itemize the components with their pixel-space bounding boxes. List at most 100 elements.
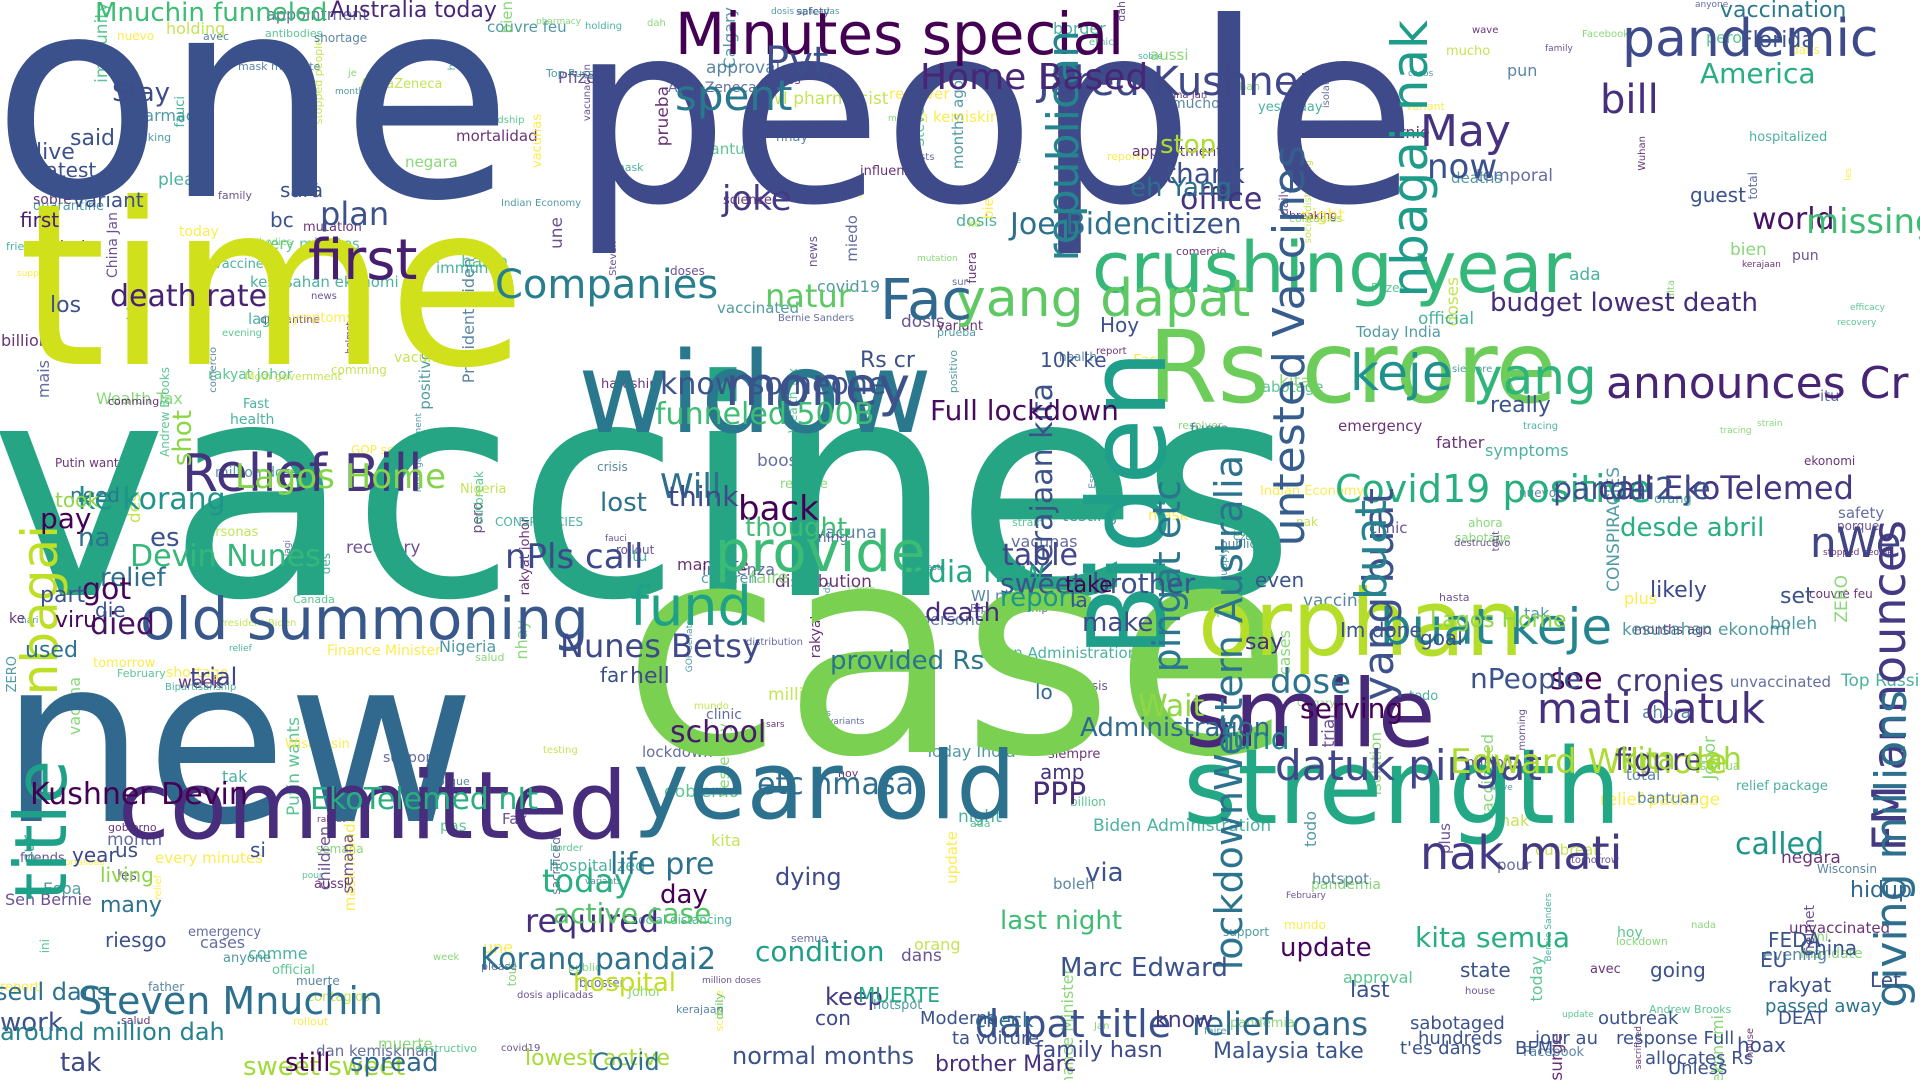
word-hidup: hidup — [1850, 878, 1912, 903]
filler-word: report — [1096, 346, 1127, 357]
filler-word: deaths — [1451, 169, 1503, 187]
word-old-summoning: old summoning — [140, 585, 589, 653]
word-giving-millions: giving millions — [1866, 690, 1917, 1008]
word-nunes-betsy: Nunes Betsy — [560, 627, 761, 665]
word-really: really — [1490, 393, 1551, 418]
filler-word: semua — [1700, 759, 1741, 773]
filler-word: million — [1466, 755, 1513, 771]
filler-word: bantuan — [1637, 789, 1700, 807]
word-say: say — [1245, 630, 1283, 655]
word-america: America — [1700, 57, 1816, 90]
filler-word: Biden Administration — [1093, 816, 1272, 836]
word-guest: guest — [1690, 183, 1746, 207]
filler-word: mucho — [1446, 44, 1491, 59]
filler-word: approval — [1343, 968, 1413, 987]
filler-word: comme — [1180, 589, 1225, 603]
filler-word: February — [117, 667, 166, 680]
filler-word: quarantine — [33, 199, 104, 214]
word-called: called — [1735, 827, 1825, 862]
word-eu: EU — [1760, 948, 1788, 972]
filler-word: antibodies — [265, 27, 323, 40]
filler-word: dans — [1791, 43, 1820, 57]
word-provided-rs: provided Rs — [830, 646, 985, 676]
filler-word: mais — [888, 114, 910, 124]
word-announces-cr: announces Cr — [1606, 358, 1909, 409]
filler-word: border — [1053, 19, 1106, 38]
filler-word: influenza — [860, 164, 920, 179]
word-desde-abril: desde abril — [1620, 513, 1765, 543]
word-strength: strength — [1183, 726, 1622, 848]
filler-word: please — [158, 170, 214, 190]
filler-word: pandemia — [1311, 877, 1381, 893]
filler-word: aussi — [314, 877, 348, 892]
word-brother-marc: brother Marc — [935, 1052, 1077, 1077]
filler-word: months ago — [1634, 623, 1712, 638]
word-covid: Covid — [592, 1048, 660, 1076]
word-active-case: active case — [553, 897, 712, 930]
filler-word: rollout — [293, 1015, 329, 1028]
filler-word: pandemia — [1230, 1016, 1295, 1031]
filler-word: Facebook — [1523, 1045, 1585, 1060]
word-muerte: MUERTE — [858, 983, 940, 1007]
filler-word: efficacy — [822, 186, 865, 199]
filler-word: vaccine — [1303, 591, 1369, 611]
filler-word: dans — [901, 946, 942, 966]
filler-word: children — [701, 571, 758, 587]
filler-word: comercio — [1176, 245, 1227, 258]
filler-word: rollout — [616, 543, 655, 557]
filler-word: Canada — [1233, 528, 1272, 539]
filler-word: Pfizer — [558, 68, 603, 87]
filler-word: dosis — [901, 312, 945, 332]
filler-word: miedo — [43, 238, 96, 258]
word-na: na — [78, 523, 111, 553]
word-amp: amp — [1040, 760, 1085, 784]
filler-word: health — [1059, 350, 1097, 364]
filler-word: je — [348, 68, 357, 79]
word-figure: figure — [1615, 743, 1703, 778]
word-via: via — [1085, 858, 1124, 888]
filler-word: distribution — [746, 637, 803, 648]
word-rs-crore: Rs crore — [1148, 309, 1557, 426]
filler-word: testing — [1062, 506, 1118, 525]
filler-word: night — [1301, 206, 1345, 226]
filler-word: fauci — [605, 534, 627, 544]
filler-word: reporte — [1107, 150, 1148, 163]
word-provide: provide — [715, 520, 926, 585]
word-companies: Companies — [495, 262, 719, 308]
word-home-based: Home Based — [920, 57, 1149, 98]
word-si: si — [250, 838, 266, 862]
filler-word: surge — [996, 156, 1022, 166]
word-china: China — [1800, 936, 1858, 960]
filler-word: Wuhan — [1637, 136, 1648, 171]
word-widow: widow — [578, 329, 932, 459]
word-first: first — [308, 228, 418, 293]
filler-word: Modi government — [245, 370, 342, 383]
word-let: Let — [1870, 968, 1901, 992]
filler-word: Fax — [1216, 605, 1240, 621]
filler-word: Nigeria — [439, 637, 497, 656]
word-hell: hell — [630, 664, 670, 689]
filler-word: booster — [579, 976, 625, 990]
word-family-hasn: family hasn — [1035, 1038, 1163, 1063]
filler-word: pas — [906, 654, 922, 664]
word-hospital: hospital — [573, 968, 677, 998]
word-living: living — [100, 863, 154, 887]
word-took: took — [55, 488, 99, 512]
filler-word: une — [547, 217, 567, 250]
filler-word: science — [723, 193, 772, 208]
filler-word: Canada — [293, 593, 335, 606]
filler-word: boleh — [1770, 614, 1818, 634]
word-take: take — [1065, 573, 1113, 598]
filler-word: anyone — [1695, 0, 1729, 10]
filler-word: vacunación — [394, 350, 474, 366]
filler-word: news — [311, 291, 337, 302]
filler-word: hardship — [481, 115, 525, 126]
word-nak-mati: nak mati — [1420, 826, 1623, 880]
filler-word: dan kemiskinan — [900, 108, 1019, 126]
filler-word: bantuan — [701, 140, 764, 158]
word-spent: spent — [675, 71, 793, 120]
filler-word: appointment — [1132, 144, 1222, 160]
word-dying: dying — [775, 863, 842, 891]
filler-word: Fax — [502, 810, 528, 828]
